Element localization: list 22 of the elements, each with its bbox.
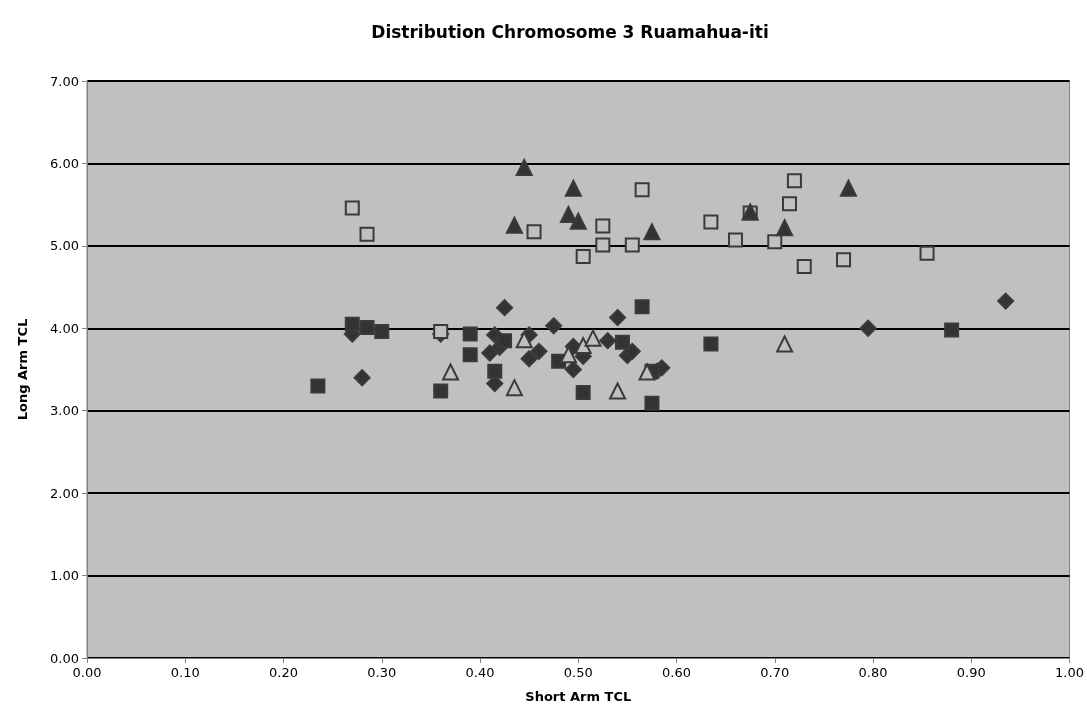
x-tick-label: 0.10: [170, 665, 200, 680]
y-tick-label: 5.00: [50, 238, 79, 254]
x-tick-label: 0.90: [956, 665, 986, 680]
chart-title: Distribution Chromosome 3 Ruamahua-iti: [371, 21, 769, 42]
y-tick-label: 2.00: [50, 485, 79, 501]
x-tick-label: 1.00: [1055, 665, 1084, 680]
y-tick-label: 6.00: [50, 155, 79, 171]
y-axis-title: Long Arm TCL: [15, 318, 30, 421]
y-tick-label: 4.00: [50, 320, 79, 336]
x-axis-title: Short Arm TCL: [525, 689, 632, 704]
x-tick-label: 0.00: [72, 665, 102, 680]
y-tick-label: 1.00: [50, 568, 79, 584]
y-tick-label: 7.00: [50, 73, 79, 89]
x-tick-label: 0.20: [269, 665, 298, 680]
y-tick-label: 0.00: [50, 650, 79, 666]
x-tick-label: 0.60: [662, 665, 691, 680]
x-tick-label: 0.70: [760, 665, 790, 680]
x-tick-label: 0.40: [465, 665, 495, 680]
x-tick-label: 0.80: [858, 665, 888, 680]
x-tick-label: 0.50: [563, 665, 593, 680]
x-tick-label: 0.30: [367, 665, 397, 680]
y-tick-label: 3.00: [50, 403, 79, 419]
